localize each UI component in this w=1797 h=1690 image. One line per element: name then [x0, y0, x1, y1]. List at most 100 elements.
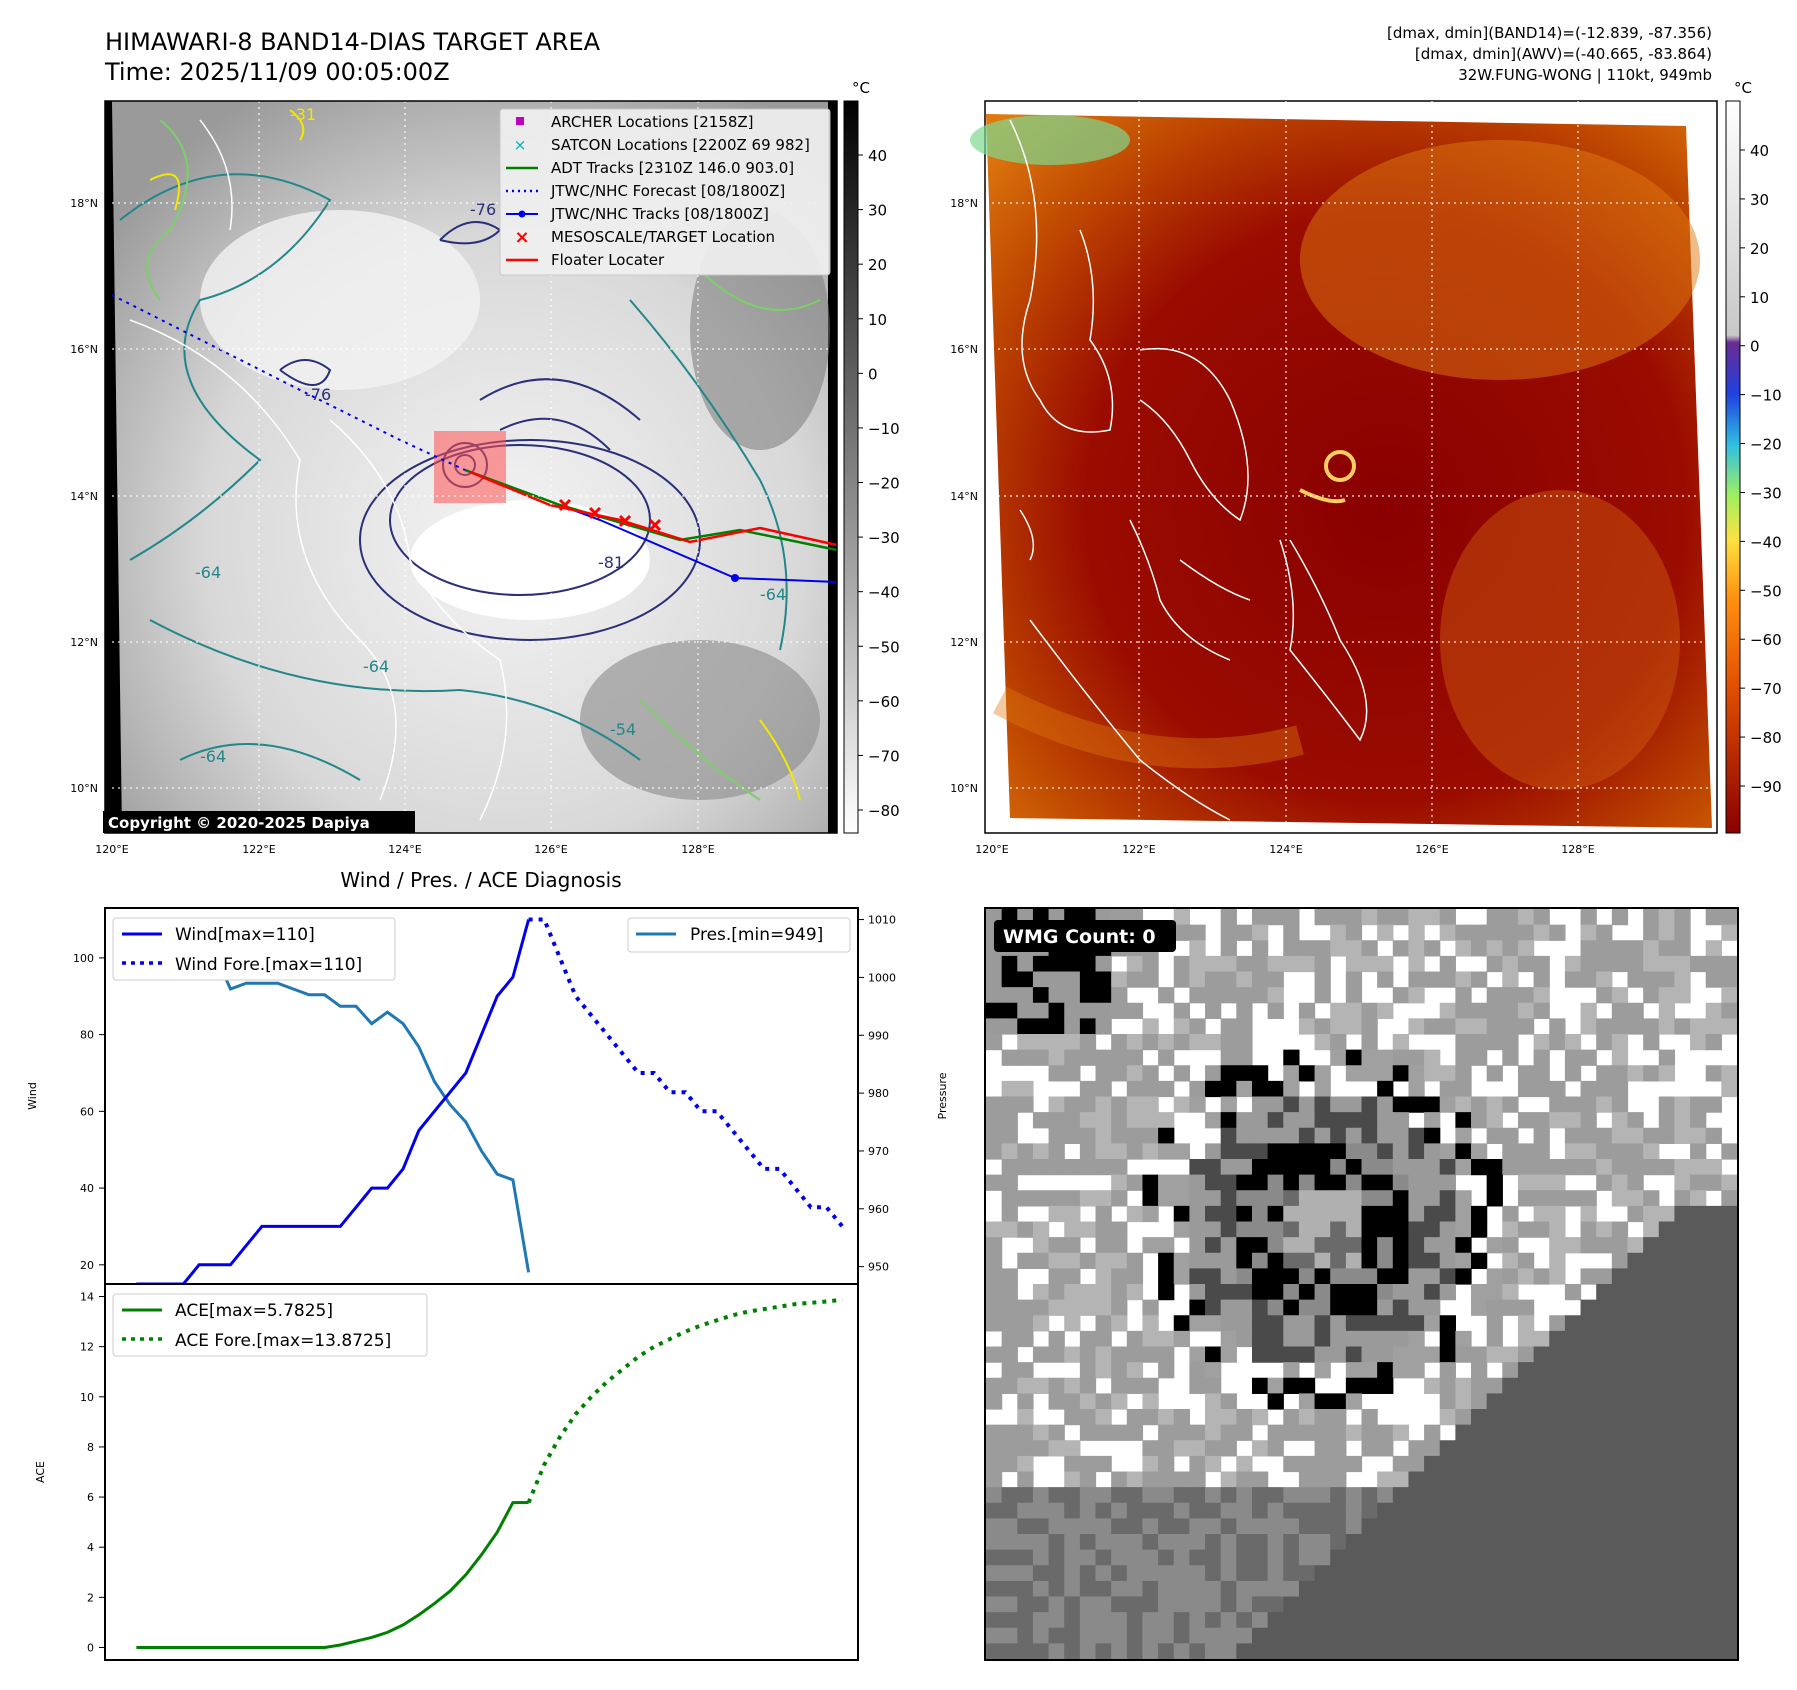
wmg-cell — [1064, 1455, 1081, 1473]
panel1-colorbar-tick-label: −70 — [868, 747, 900, 765]
wmg-cell — [1643, 940, 1660, 957]
wmg-cell — [1205, 1455, 1222, 1473]
wmg-cell — [1643, 1627, 1660, 1644]
wmg-cell — [1549, 1487, 1566, 1504]
panel1-colorbar-tick-label: −60 — [868, 693, 900, 711]
ace-legend: ACE[max=5.7825] ACE Fore.[max=13.8725] — [112, 1293, 428, 1357]
wmg-cell — [1611, 1315, 1629, 1332]
wmg-cell — [1361, 1580, 1378, 1598]
wmg-cell — [1142, 971, 1159, 988]
wmg-cell — [1017, 1534, 1034, 1551]
wmg-cell — [1549, 1268, 1566, 1285]
wmg-cell — [1032, 1159, 1050, 1176]
wmg-cell — [1001, 1362, 1018, 1379]
wmg-cell — [1564, 1612, 1582, 1629]
wmg-cell — [1611, 1596, 1629, 1613]
wmg-cell — [1611, 1080, 1629, 1098]
wmg-cell — [1564, 1377, 1582, 1394]
wmg-cell — [1361, 1362, 1378, 1379]
wmg-cell — [1017, 1393, 1034, 1410]
wmg-cell — [1048, 1346, 1065, 1363]
wmg-cell — [1142, 1018, 1159, 1035]
wmg-cell — [1064, 1112, 1081, 1129]
wmg-cell — [1486, 1237, 1503, 1254]
wmg-cell — [1361, 1190, 1378, 1207]
wmg-cell — [1158, 1034, 1175, 1051]
wmg-cell — [1158, 1502, 1175, 1519]
wmg-cell — [1064, 1643, 1081, 1660]
wmg-cell — [1596, 955, 1613, 973]
wmg-cell — [1111, 1221, 1128, 1238]
wmg-cell — [1439, 1252, 1456, 1269]
wmg-cell — [1611, 1627, 1629, 1644]
wmg-cell — [1690, 1330, 1707, 1348]
wmg-cell — [1079, 1252, 1097, 1269]
wmg-cell — [1001, 1127, 1018, 1144]
wmg-cell — [1189, 1596, 1206, 1613]
wmg-cell — [1017, 1377, 1034, 1394]
panel1-colorbar-tick-label: −80 — [868, 802, 900, 820]
wmg-cell — [1721, 1580, 1738, 1598]
wmg-cell — [1001, 1440, 1018, 1457]
wmg-cell — [1064, 1409, 1081, 1426]
wmg-cell — [1705, 1315, 1722, 1332]
wmg-cell — [1205, 1502, 1222, 1519]
wmg-cell — [1721, 1268, 1738, 1285]
wmg-cell — [1611, 1127, 1629, 1144]
wmg-cell — [1158, 1627, 1175, 1644]
wmg-cell — [1690, 1565, 1707, 1582]
wmg-cell — [1658, 1252, 1676, 1269]
wmg-cell — [1643, 1424, 1660, 1441]
wmg-cell — [1455, 1065, 1472, 1082]
wmg-cell — [1251, 1065, 1269, 1082]
wmg-cell — [1126, 1377, 1144, 1394]
wmg-cell — [1298, 1534, 1316, 1551]
wmg-cell — [1627, 1424, 1644, 1441]
wmg-cell — [1533, 1049, 1550, 1066]
wmg-cell — [1377, 1518, 1394, 1535]
wmg-cell — [1502, 1237, 1519, 1254]
wmg-cell — [1502, 1409, 1519, 1426]
wmg-cell — [1079, 1112, 1097, 1129]
wmg-cell — [1298, 1143, 1316, 1160]
wmg-cell — [1330, 1502, 1347, 1519]
wmg-cell — [1424, 1643, 1441, 1660]
wmg-cell — [1095, 1580, 1112, 1598]
wmg-cell — [1486, 1127, 1503, 1144]
wmg-cell — [1298, 1502, 1316, 1519]
wmg-cell — [1471, 1627, 1488, 1644]
wmg-cell — [1095, 1018, 1112, 1035]
wmg-cell — [1580, 924, 1597, 941]
wmg-cell — [1205, 1534, 1222, 1551]
wmg-cell — [1111, 1034, 1128, 1051]
wmg-cell — [1486, 924, 1503, 941]
wmg-cell — [1205, 1424, 1222, 1441]
wmg-cell — [1611, 940, 1629, 957]
wmg-cell — [1001, 1174, 1018, 1191]
wmg-cell — [1111, 1627, 1128, 1644]
wmg-cell — [1533, 1159, 1550, 1176]
wmg-cell — [1283, 1580, 1300, 1598]
wmg-cell — [1674, 1580, 1691, 1598]
wmg-cell — [1236, 1190, 1253, 1207]
wmg-cell — [1392, 1174, 1410, 1191]
wmg-cell — [1079, 987, 1097, 1004]
wmg-cell — [1173, 924, 1190, 941]
wmg-cell — [1064, 1065, 1081, 1082]
wmg-cell — [1580, 1455, 1597, 1473]
wmg-cell — [1627, 1205, 1644, 1223]
wmg-cell — [1611, 1034, 1629, 1051]
wmg-cell — [1001, 1549, 1018, 1566]
wmg-cell — [1345, 1393, 1363, 1410]
wmg-cell — [1392, 1565, 1410, 1582]
svg-text:×: × — [514, 227, 529, 248]
wmg-cell — [1580, 1096, 1597, 1113]
wmg-cell — [1377, 1112, 1394, 1129]
wmg-cell — [1236, 971, 1253, 988]
wmg-cell — [1236, 1471, 1253, 1488]
wmg-cell — [1580, 1221, 1597, 1238]
wmg-cell — [1111, 1518, 1128, 1535]
wmg-cell — [1189, 1018, 1206, 1035]
wmg-cell — [1674, 1330, 1691, 1348]
